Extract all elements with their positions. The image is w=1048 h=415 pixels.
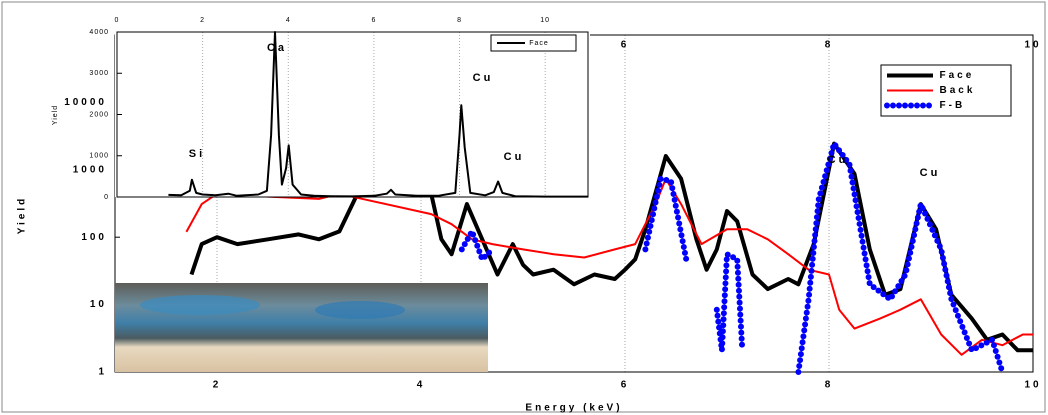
legend-box [490,34,577,52]
x-tick-label-top: 8 [825,40,834,51]
x-tick-label: 8 [457,17,462,24]
x-tick-label: 0 [115,17,120,24]
inset-plot: 0 2 4 6 8 10 0 1000 2000 3000 4000 Yield Face Si Ca Cu C… [52,17,590,201]
x-tick-label: 10 [1024,380,1041,391]
y-tick-label: 10 [90,299,107,310]
y-tick-label: 0 [104,194,109,201]
x-tick-label: 2 [213,380,222,391]
y-tick-label: 3000 [89,70,109,77]
x-tick-label-top: 6 [621,40,630,51]
y-axis-label: Yield [17,196,28,235]
y-tick-label: 4000 [89,29,109,36]
series-line [458,140,1006,375]
peak-label: Cu [920,167,941,179]
photo-blue [315,301,405,319]
legend-label: F-B [940,100,966,111]
photo-blue [140,295,260,315]
legend-label: Face [940,70,975,81]
x-tick-label: 6 [621,380,630,391]
peak-label: Cu [473,72,494,84]
x-tick-label: 4 [286,17,291,24]
x-tick-label: 4 [417,380,426,391]
peak-label: Cu [504,151,525,163]
x-axis-label: Energy (keV) [525,403,622,414]
photo [115,283,488,372]
peak-label: Ca [267,42,287,54]
peak-label: Cu [828,154,849,166]
y-tick-label: 100 [81,232,107,243]
x-tick-label: 10 [540,17,550,24]
series-line [185,177,1033,356]
x-tick-label-top: 10 [1024,40,1041,51]
x-tick-label: 6 [371,17,376,24]
y-tick-label: 2000 [89,111,109,118]
y-tick-label: 1 [98,367,107,378]
x-tick-label: 8 [825,380,834,391]
legend-label: Back [940,85,976,96]
y-tick-label: 10000 [64,97,107,108]
legend-label: Face [529,40,549,47]
inset-background [115,32,590,197]
x-tick-label: 2 [200,17,205,24]
y-tick-label: 1000 [89,153,109,160]
y-axis-label: Yield [52,105,59,125]
y-tick-label: 1000 [73,164,107,175]
series-line [168,31,588,198]
peak-label: Si [189,148,205,160]
